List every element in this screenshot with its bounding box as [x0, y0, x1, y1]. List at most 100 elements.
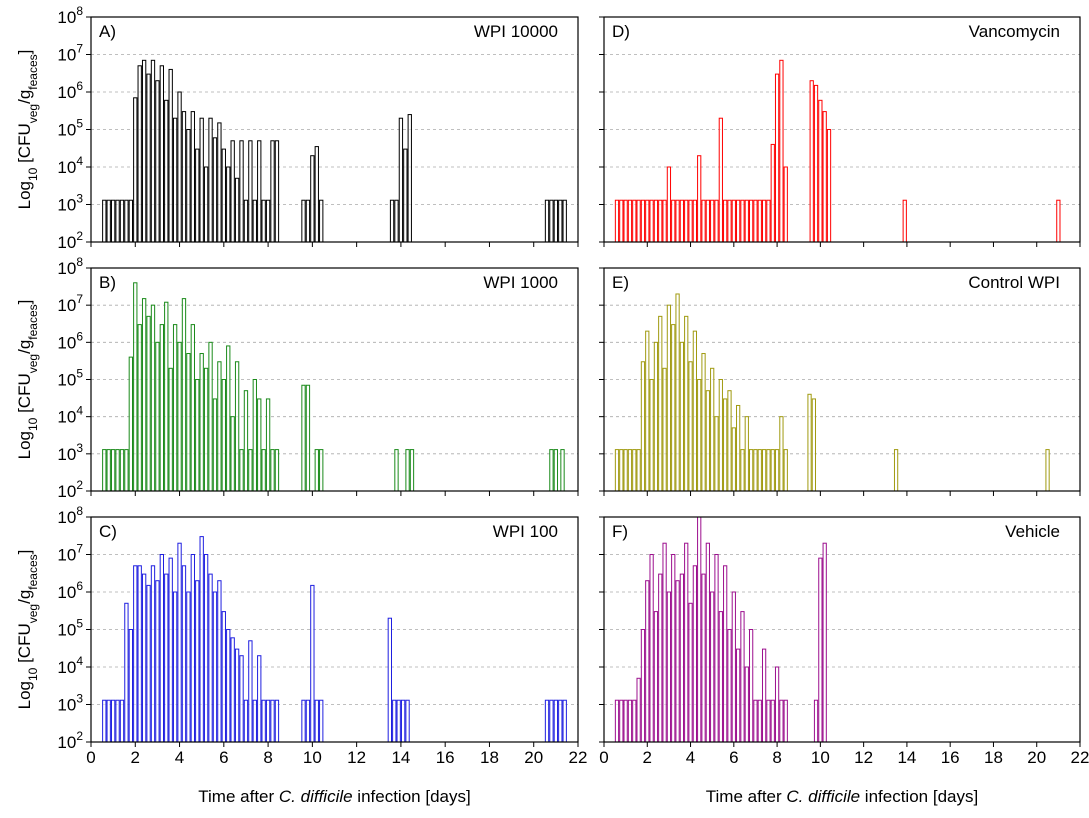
- y-tick-base: 10: [57, 696, 76, 715]
- bar: [774, 666, 780, 743]
- x-tick-label: 8: [263, 748, 272, 767]
- y-tick-exponent: 3: [76, 692, 83, 706]
- bar: [653, 199, 659, 243]
- bar: [684, 315, 689, 492]
- bar: [675, 199, 680, 243]
- bar: [684, 542, 689, 743]
- x-tick-label: 2: [643, 748, 652, 767]
- panel-label: B): [99, 273, 116, 292]
- bar: [195, 379, 200, 492]
- bar: [749, 629, 754, 743]
- bar: [159, 324, 164, 492]
- bar: [261, 699, 266, 743]
- bar: [119, 199, 125, 243]
- bar: [319, 199, 324, 243]
- bar: [701, 573, 706, 743]
- bar: [314, 449, 319, 492]
- bar: [701, 353, 706, 492]
- bar: [558, 699, 563, 743]
- y-tick-exponent: 6: [76, 79, 83, 93]
- bar: [553, 449, 559, 492]
- plot-frame: [603, 516, 1081, 743]
- bar: [636, 677, 641, 743]
- x-tick-label: 12: [854, 748, 873, 767]
- x-tick-label: 6: [729, 748, 738, 767]
- y-axis-label-part: Log: [15, 181, 34, 209]
- y-tick-exponent: 3: [76, 192, 83, 206]
- bar: [409, 449, 415, 492]
- bar: [783, 166, 788, 243]
- bar: [736, 199, 741, 243]
- bar: [230, 637, 235, 743]
- bar: [190, 554, 195, 743]
- bar: [190, 111, 195, 243]
- y-axis-label: Log10 [CFUveg/gfeaces]: [15, 550, 40, 710]
- x-tick-label: 20: [1027, 748, 1046, 767]
- bar: [230, 416, 235, 492]
- bar: [727, 629, 732, 743]
- bar: [645, 580, 650, 743]
- bar: [544, 199, 550, 243]
- bar: [305, 199, 311, 243]
- bar: [137, 324, 142, 492]
- bar: [270, 699, 275, 743]
- y-tick-label: 102: [57, 478, 83, 501]
- bar: [150, 59, 156, 243]
- bar: [818, 99, 823, 243]
- bar: [164, 573, 169, 743]
- panel: D) Vancomycin: [599, 16, 1081, 247]
- bar: [1045, 449, 1050, 492]
- y-axis-label-part: ]: [15, 50, 34, 55]
- bar: [783, 699, 788, 743]
- bar: [744, 416, 749, 492]
- bar: [248, 140, 253, 243]
- bar: [124, 199, 129, 243]
- bar: [826, 129, 832, 243]
- bar: [128, 629, 134, 743]
- bar: [387, 617, 393, 743]
- bar: [761, 449, 767, 492]
- bar: [396, 699, 401, 743]
- bar: [133, 282, 138, 492]
- bar: [662, 199, 667, 243]
- bar: [766, 199, 771, 243]
- y-axis-label-part: 10: [26, 167, 40, 181]
- y-axis-label-part: /g: [15, 340, 34, 354]
- y-tick-label: 102: [57, 729, 83, 752]
- y-tick-exponent: 7: [76, 292, 83, 306]
- bar: [141, 573, 147, 743]
- y-axis-label-part: 10: [26, 417, 40, 431]
- y-tick-base: 10: [57, 259, 76, 278]
- bar: [619, 199, 624, 243]
- bar: [658, 315, 663, 492]
- bar: [305, 384, 311, 492]
- bar: [102, 699, 107, 743]
- bar: [141, 298, 147, 492]
- bar: [666, 591, 672, 743]
- bar: [274, 140, 280, 243]
- bar: [221, 611, 226, 743]
- x-tick-label: 16: [436, 748, 455, 767]
- bar: [723, 199, 728, 243]
- bar: [239, 140, 244, 243]
- bar: [666, 304, 672, 492]
- y-tick-label: 107: [57, 542, 83, 565]
- bar: [389, 199, 395, 243]
- bar: [115, 699, 120, 743]
- bar: [623, 199, 628, 243]
- plot-frame: [603, 267, 1081, 492]
- plot-frame: [90, 16, 579, 243]
- bar: [614, 449, 620, 492]
- bar: [226, 166, 231, 243]
- y-tick-base: 10: [57, 583, 76, 602]
- bar: [405, 449, 410, 492]
- bar: [744, 666, 749, 743]
- bar: [221, 379, 226, 492]
- bar: [133, 97, 138, 243]
- y-tick-base: 10: [57, 83, 76, 102]
- bar: [658, 573, 663, 743]
- bar: [155, 341, 160, 492]
- bar: [822, 542, 827, 743]
- bar: [305, 699, 311, 743]
- bar: [562, 699, 567, 743]
